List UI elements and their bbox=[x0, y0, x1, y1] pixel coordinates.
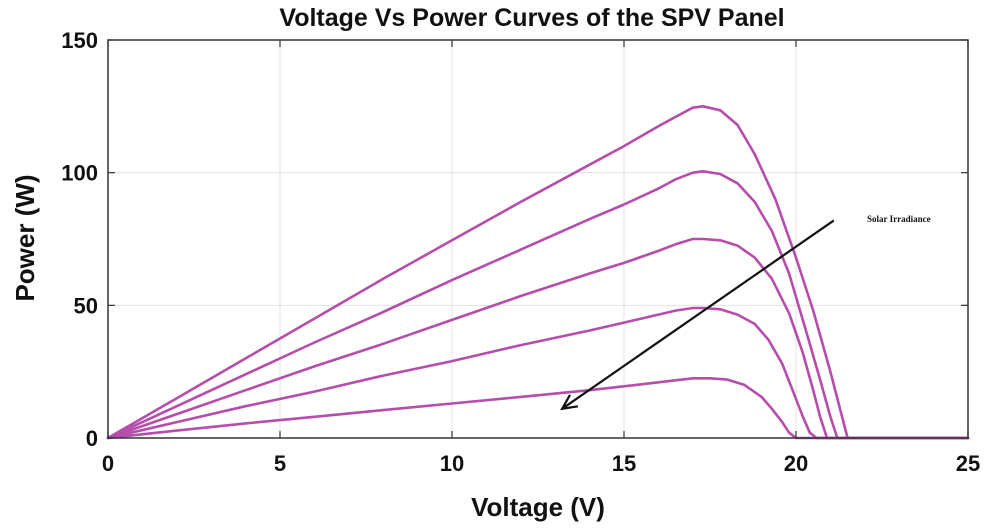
x-tick-label: 0 bbox=[102, 451, 114, 476]
power-curves bbox=[106, 105, 970, 440]
series-line-curve-50W bbox=[106, 306, 970, 440]
y-tick-label: 100 bbox=[61, 161, 98, 186]
series-line-curve-100W bbox=[106, 170, 970, 440]
x-tick-label: 15 bbox=[612, 451, 636, 476]
x-axis-label: Voltage (V) bbox=[471, 492, 605, 522]
x-tick-label: 25 bbox=[956, 451, 980, 476]
series-line-curve-25W bbox=[106, 376, 970, 440]
y-axis-label: Power (W) bbox=[10, 174, 40, 301]
axis-ticks: 0 5 10 15 20 25 0 50 100 150 bbox=[61, 28, 980, 476]
series-line-curve-75W bbox=[106, 237, 970, 440]
series-line-curve-125W bbox=[106, 105, 970, 440]
y-tick-label: 0 bbox=[86, 426, 98, 451]
y-tick-label: 50 bbox=[74, 293, 98, 318]
x-tick-label: 10 bbox=[440, 451, 464, 476]
plot-frame bbox=[107, 39, 969, 439]
irradiance-arrow bbox=[561, 219, 835, 410]
x-tick-label: 20 bbox=[784, 451, 808, 476]
annotation: Solar Irradiance bbox=[560, 214, 931, 411]
y-tick-label: 150 bbox=[61, 28, 98, 53]
irradiance-label: Solar Irradiance bbox=[867, 214, 931, 224]
x-tick-label: 5 bbox=[274, 451, 286, 476]
chart-title: Voltage Vs Power Curves of the SPV Panel bbox=[279, 4, 784, 32]
irradiance-arrow-head bbox=[560, 394, 579, 411]
